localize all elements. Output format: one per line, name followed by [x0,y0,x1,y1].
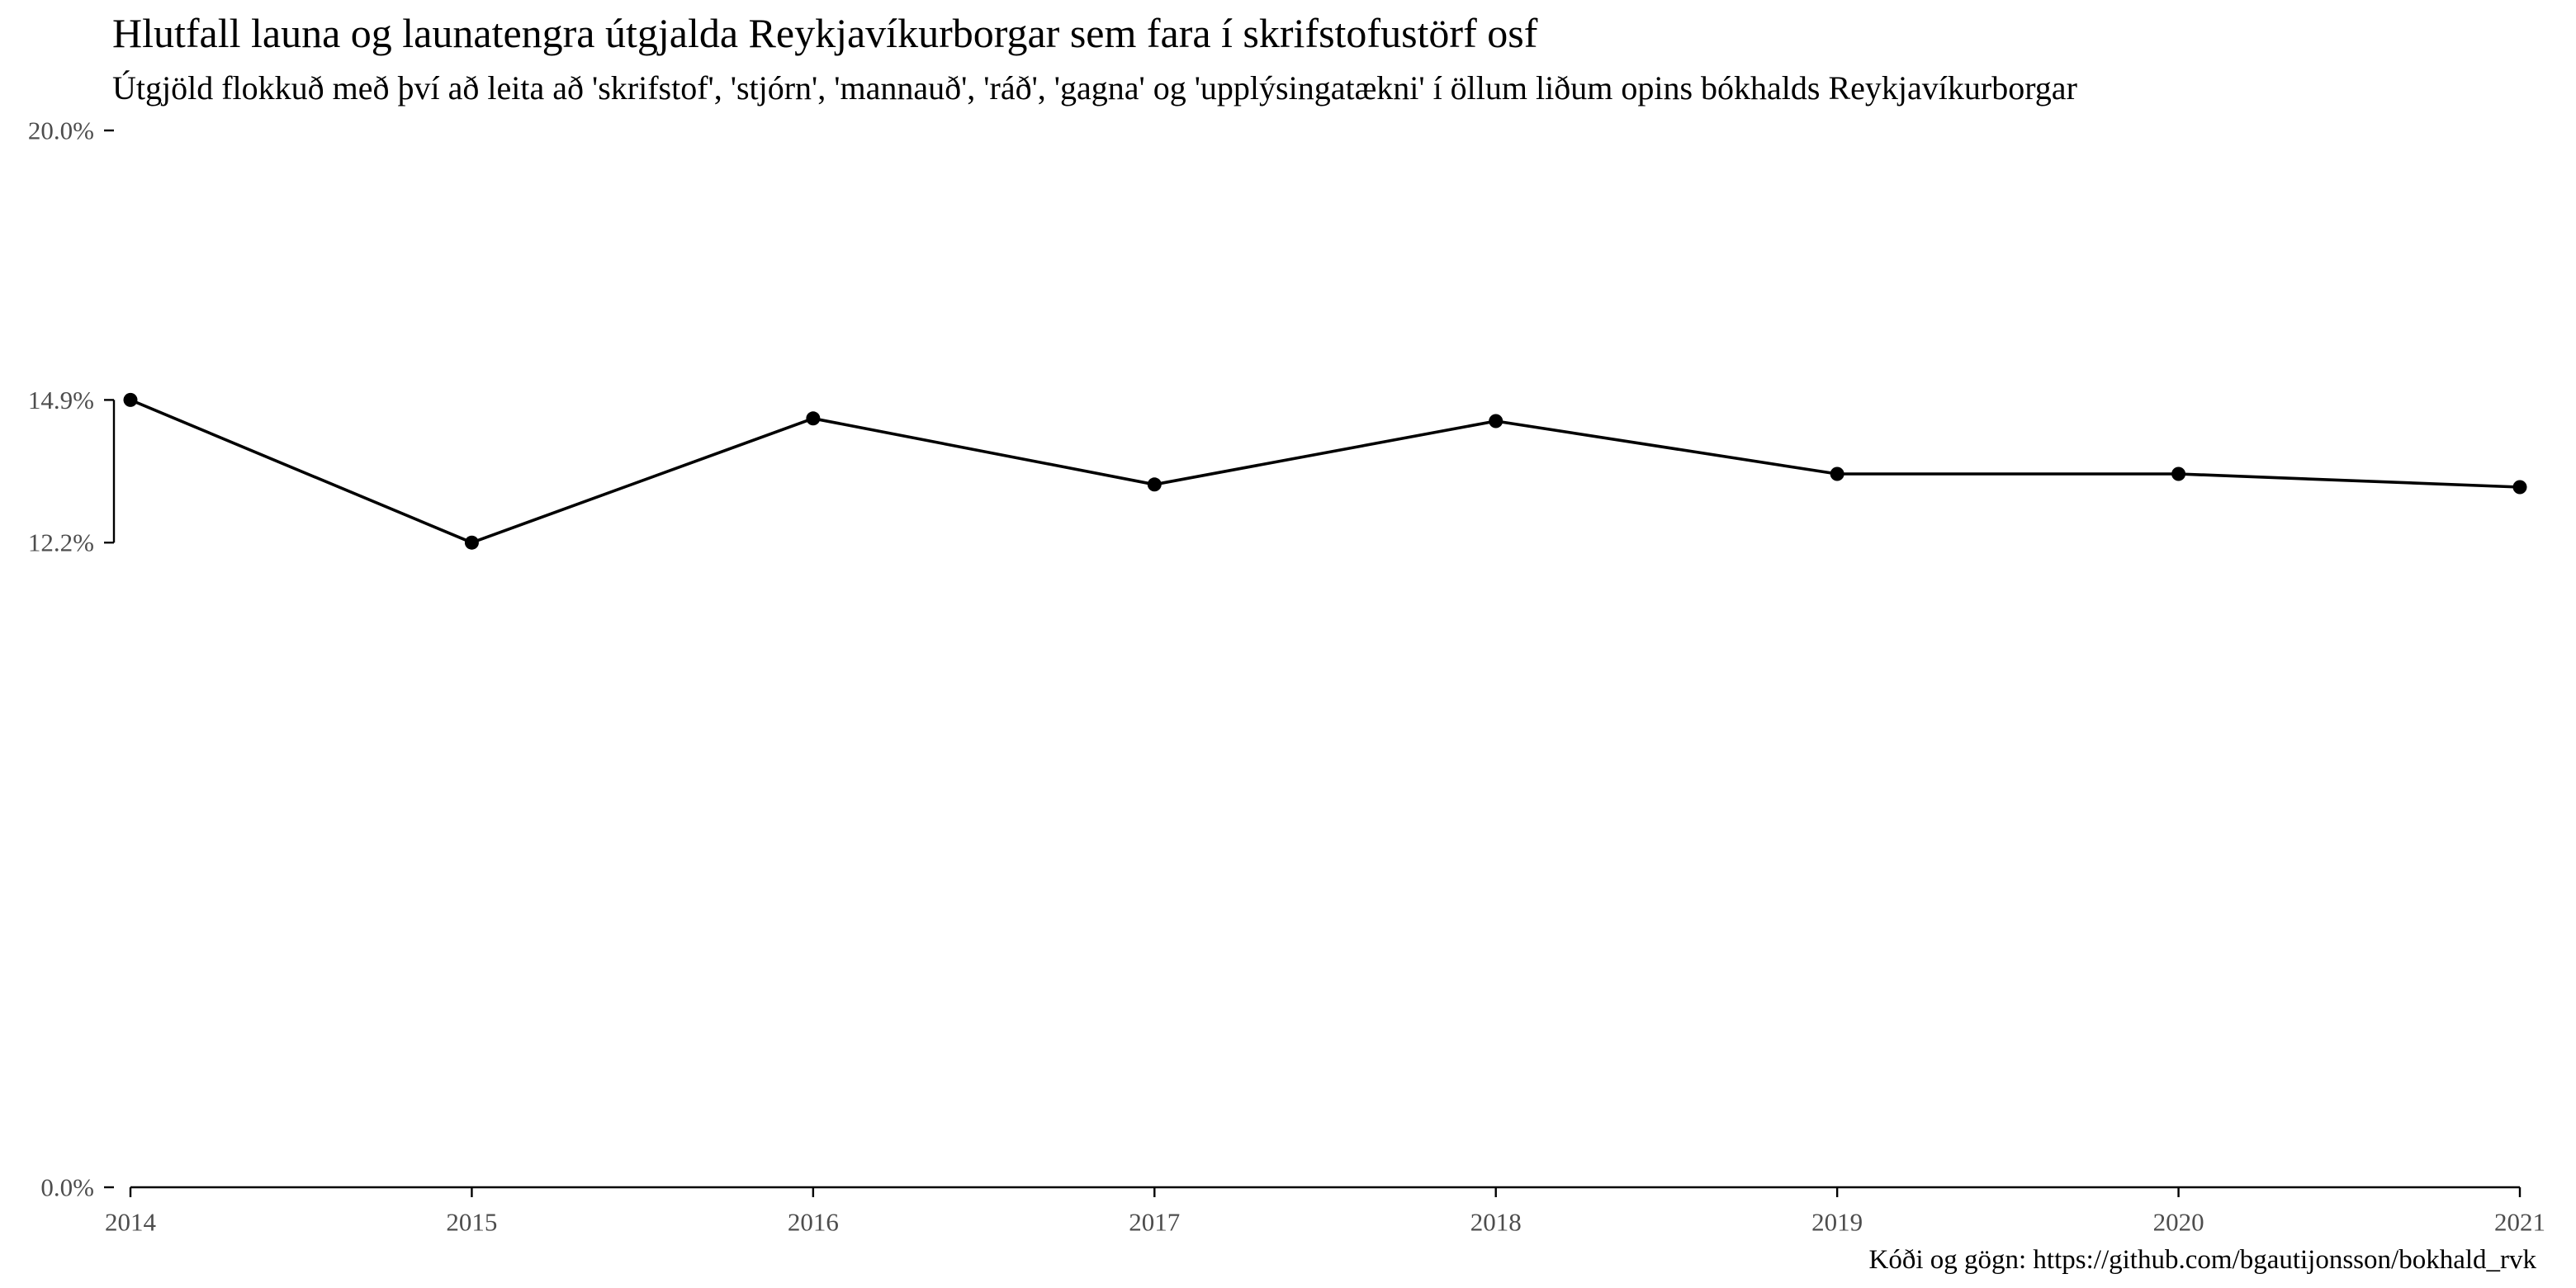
chart-subtitle: Útgjöld flokkuð með því að leita að 'skr… [112,69,2077,107]
x-tick-label: 2021 [2494,1208,2545,1237]
x-tick-label: 2019 [1811,1208,1863,1237]
data-point [1489,414,1503,429]
x-tick-label: 2015 [446,1208,497,1237]
y-axis: 0.0% 12.2% 14.9% 20.0% [28,116,116,1202]
x-tick-label: 2020 [2153,1208,2204,1237]
x-tick-label: 2017 [1129,1208,1180,1237]
y-tick-label: 14.9% [28,386,94,414]
data-point [2171,466,2186,481]
data-point [1830,466,1844,481]
data-point [806,411,821,426]
chart-caption: Kóði og gögn: https://github.com/bgautij… [1868,1245,2536,1275]
x-tick-label: 2018 [1470,1208,1522,1237]
x-tick-label: 2014 [105,1208,157,1237]
y-tick-label: 20.0% [28,116,94,145]
series-layer [123,392,2527,550]
series-line [130,398,2521,545]
data-point [1147,477,1162,492]
x-tick-label: 2016 [788,1208,839,1237]
data-point [123,392,138,407]
x-axis: 2014 2015 2016 2017 2018 2019 2020 2021 [105,1186,2545,1237]
y-tick-label: 12.2% [28,528,94,557]
chart-title: Hlutfall launa og launatengra útgjalda R… [112,10,1538,56]
data-point [464,535,479,550]
y-tick-label: 0.0% [40,1173,94,1202]
data-point [2512,480,2527,495]
